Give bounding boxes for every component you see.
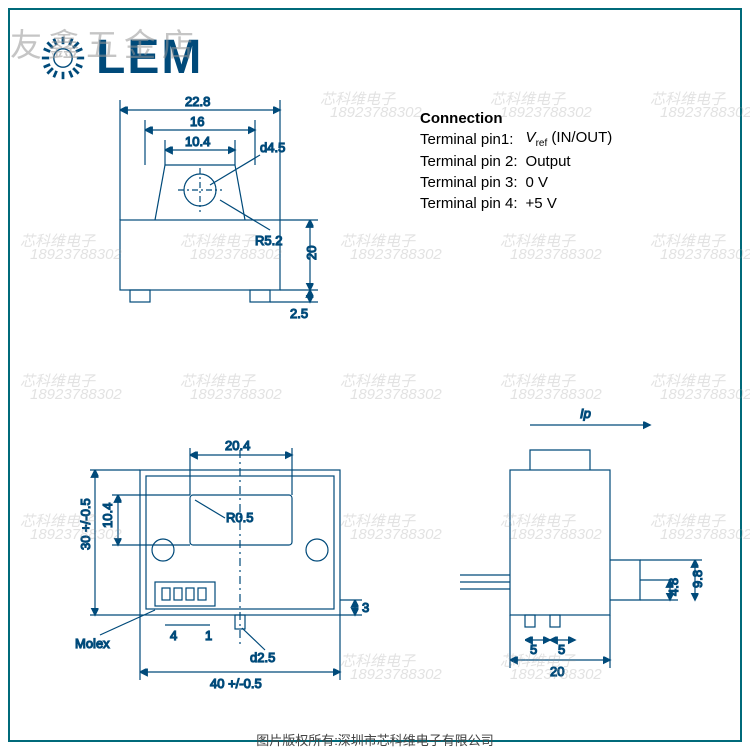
wm: 18923788302 xyxy=(350,386,442,403)
wm: 18923788302 xyxy=(510,386,602,403)
top-view-drawing: 22.8 16 10.4 d4.5 R5.2 20 2.5 xyxy=(60,90,370,330)
pin2-value: Output xyxy=(526,151,621,172)
dim-3: 3 xyxy=(362,600,369,615)
pin3-label: Terminal pin 3: xyxy=(420,172,526,193)
wm: 18923788302 xyxy=(190,246,282,263)
wm: 18923788302 xyxy=(510,526,602,543)
pin2-label: Terminal pin 2: xyxy=(420,151,526,172)
wm: 18923788302 xyxy=(30,526,122,543)
top-watermark: 友鑫五金店 xyxy=(10,20,200,66)
dim-10-4f: 10.4 xyxy=(100,503,115,528)
pin4-label: Terminal pin 4: xyxy=(420,193,526,214)
copyright-text: 图片版权所有:深圳市芯科维电子有限公司 xyxy=(0,730,750,749)
wm: 18923788302 xyxy=(350,666,442,683)
dim-20-4: 20.4 xyxy=(225,438,250,453)
pin3-value: 0 V xyxy=(526,172,621,193)
molex-label: Molex xyxy=(75,636,110,651)
wm: 18923788302 xyxy=(510,246,602,263)
wm: 18923788302 xyxy=(350,246,442,263)
dim-pin1: 1 xyxy=(205,628,212,643)
wm: 18923788302 xyxy=(660,526,750,543)
dim-d2-5: d2.5 xyxy=(250,650,275,665)
dim-9-8: 9.8 xyxy=(690,570,705,588)
ip-label: Ip xyxy=(580,406,591,421)
wm: 18923788302 xyxy=(330,104,422,121)
front-view-drawing: 40 +/-0.5 30 +/-0.5 20.4 10.4 R0.5 Molex… xyxy=(50,410,390,720)
wm: 18923788302 xyxy=(510,666,602,683)
dim-22-8: 22.8 xyxy=(185,94,210,109)
wm: 18923788302 xyxy=(190,386,282,403)
dim-40: 40 +/-0.5 xyxy=(210,676,262,691)
dim-pin4: 4 xyxy=(170,628,177,643)
wm: 18923788302 xyxy=(350,526,442,543)
pin1-label: Terminal pin1: xyxy=(420,127,526,151)
dim-r0-5: R0.5 xyxy=(226,510,253,525)
dim-d4-5: d4.5 xyxy=(260,140,285,155)
dim-10-4: 10.4 xyxy=(185,134,210,149)
connection-table: Connection Terminal pin1: Vref (IN/OUT) … xyxy=(420,110,620,214)
pin1-value: Vref (IN/OUT) xyxy=(526,127,621,151)
wm: 18923788302 xyxy=(660,104,750,121)
dim-2-5: 2.5 xyxy=(290,306,308,321)
dim-20: 20 xyxy=(304,246,319,260)
dim-4-8: 4.8 xyxy=(666,578,681,596)
pin4-value: +5 V xyxy=(526,193,621,214)
wm: 18923788302 xyxy=(500,104,592,121)
wm: 18923788302 xyxy=(30,386,122,403)
wm: 18923788302 xyxy=(30,246,122,263)
wm: 18923788302 xyxy=(660,246,750,263)
dim-16: 16 xyxy=(190,114,204,129)
wm: 18923788302 xyxy=(660,386,750,403)
